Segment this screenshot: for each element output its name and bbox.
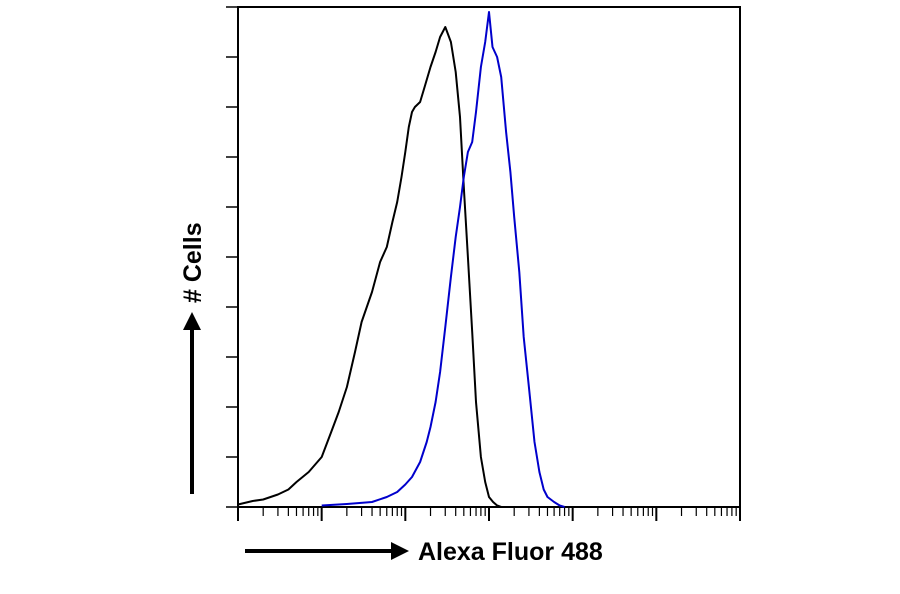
y-axis-ticks — [226, 6, 238, 508]
x-axis-ticks — [237, 507, 741, 521]
x-axis-label: Alexa Fluor 488 — [418, 538, 603, 566]
y-axis-arrow — [183, 312, 201, 494]
series-line-2 — [321, 11, 565, 508]
series-layer — [237, 11, 565, 508]
plot-frame — [237, 6, 741, 508]
y-axis-label: # Cells — [179, 222, 207, 303]
series-line-1 — [237, 26, 502, 508]
x-axis-arrow — [245, 542, 409, 560]
plot-border — [237, 6, 741, 508]
